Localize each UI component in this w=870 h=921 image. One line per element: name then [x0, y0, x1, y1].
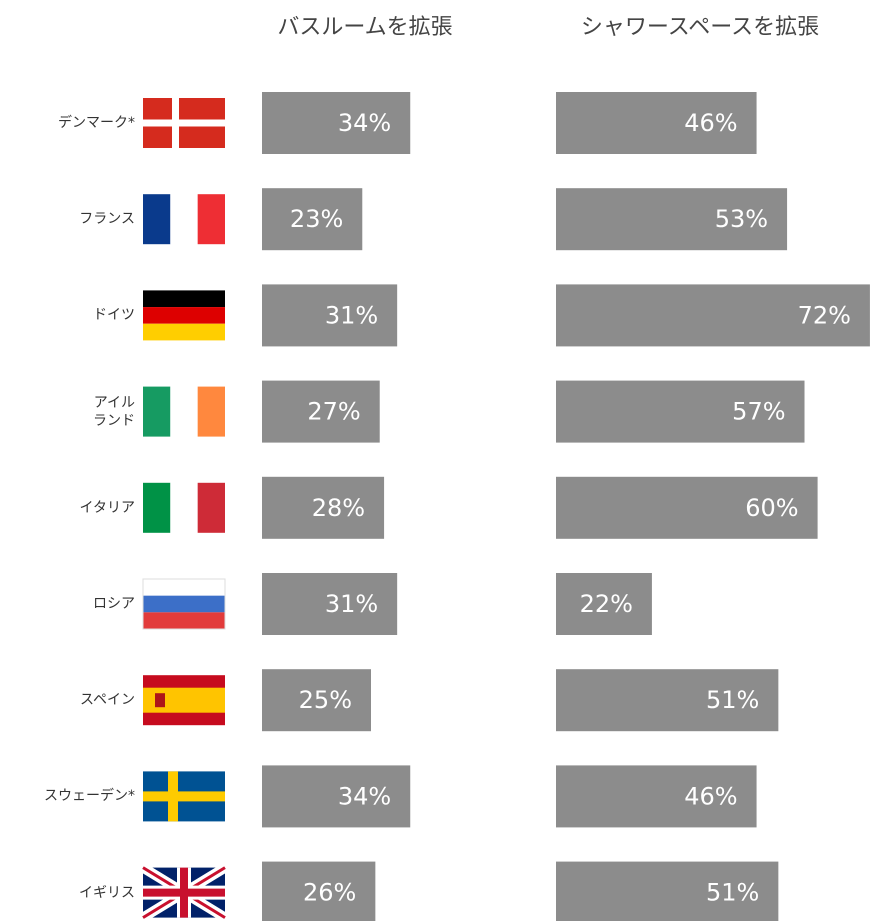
flag-stripe [143, 386, 171, 437]
category-label: イタリア [79, 499, 135, 516]
bar [262, 92, 411, 154]
flag-stripe [143, 595, 225, 613]
bar [556, 284, 870, 347]
bar [262, 669, 371, 732]
flag-stripe [170, 482, 198, 533]
bar [262, 380, 380, 443]
value-label: 60% [745, 494, 798, 522]
flag-cross [143, 791, 225, 802]
flag [143, 386, 225, 437]
category-label: デンマーク* [58, 115, 135, 131]
flag [143, 194, 225, 245]
bar [262, 476, 385, 539]
value-label: 26% [303, 879, 356, 907]
bar [556, 861, 779, 921]
value-label: 34% [338, 109, 391, 137]
category-label: フランス [79, 211, 135, 228]
flag-cross [143, 119, 225, 127]
category-label: スウェーデン* [44, 788, 135, 805]
column-header: バスルームを拡張 [277, 15, 452, 40]
flag-stripe [170, 386, 198, 437]
bar [556, 669, 779, 732]
flag [143, 482, 225, 533]
value-label: 25% [299, 686, 352, 714]
flag-stripe [197, 386, 225, 437]
flag-stripe [143, 579, 225, 596]
flag [143, 771, 225, 822]
bar [556, 476, 818, 539]
flag-stripe [170, 194, 198, 245]
value-label: 22% [580, 590, 633, 618]
bar [262, 284, 398, 347]
bar [262, 573, 398, 635]
flag [143, 290, 225, 341]
flag [142, 578, 226, 630]
flag-stripe [143, 482, 171, 533]
bar [262, 861, 376, 921]
value-label: 27% [307, 398, 360, 426]
value-label: 31% [325, 301, 378, 329]
category-label: ドイツ [93, 307, 135, 324]
value-label: 53% [715, 205, 768, 233]
value-label: 34% [338, 782, 391, 810]
column-header: シャワースペースを拡張 [581, 15, 819, 40]
value-label: 46% [684, 109, 737, 137]
value-label: 51% [706, 879, 759, 907]
bar [262, 765, 411, 828]
value-label: 46% [684, 782, 737, 810]
flag-stripe [143, 307, 225, 324]
value-label: 51% [706, 686, 759, 714]
flag-cross [143, 867, 225, 918]
value-label: 57% [732, 398, 785, 426]
value-label: 31% [325, 590, 378, 618]
value-label: 72% [798, 301, 851, 329]
bar [556, 188, 788, 251]
flag-stripe [143, 323, 225, 341]
value-label: 28% [312, 494, 365, 522]
flag [143, 98, 225, 148]
flag-stripe [197, 482, 225, 533]
category-label: イギリス [79, 884, 135, 901]
flag-emblem [155, 693, 165, 708]
flag-stripe [197, 194, 225, 245]
value-label: 23% [290, 205, 343, 233]
flag-stripe [143, 612, 225, 629]
category-label: ロシア [93, 596, 135, 612]
category-label: アイル ランド [93, 394, 135, 429]
flag-stripe [143, 194, 171, 245]
bar [262, 188, 363, 251]
flag [140, 863, 228, 921]
flag-border [142, 578, 226, 630]
bar [556, 573, 652, 635]
flag-stripe [143, 290, 225, 308]
bar [556, 765, 757, 828]
bar [556, 92, 757, 154]
flag [143, 675, 225, 726]
bar [556, 380, 805, 443]
category-label: スペイン [79, 692, 135, 709]
